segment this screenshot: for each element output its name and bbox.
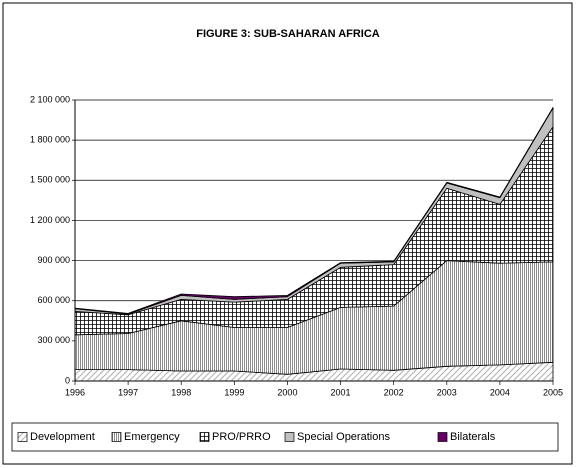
y-tick-label: 900 000	[37, 255, 70, 265]
legend-swatch	[437, 432, 448, 442]
x-tick-label: 1996	[65, 387, 85, 397]
y-tick-label: 0	[65, 375, 70, 385]
y-tick-label: 2 100 000	[30, 94, 70, 104]
x-tick-label: 2000	[277, 387, 297, 397]
legend-label: Special Operations	[297, 431, 390, 443]
y-tick-label: 1 800 000	[30, 135, 70, 145]
y-tick-label: 600 000	[37, 295, 70, 305]
x-tick-label: 2001	[331, 387, 351, 397]
legend-swatch	[284, 432, 295, 442]
y-tick-label: 300 000	[37, 335, 70, 345]
legend-label: PRO/PRRO	[212, 431, 271, 443]
x-tick-label: 1999	[224, 387, 244, 397]
x-tick-label: 2005	[543, 387, 563, 397]
legend-label: Bilaterals	[450, 431, 496, 443]
y-tick-label: 1 500 000	[30, 175, 70, 185]
y-tick-label: 1 200 000	[30, 215, 70, 225]
legend-label: Emergency	[124, 431, 180, 443]
x-tick-label: 1997	[118, 387, 138, 397]
area	[74, 107, 554, 315]
x-tick-label: 2004	[490, 387, 510, 397]
x-tick-label: 2003	[437, 387, 457, 397]
chart-title: FIGURE 3: SUB-SAHARAN AFRICA	[196, 28, 380, 40]
x-tick-label: 2002	[384, 387, 404, 397]
legend-swatch	[17, 432, 28, 442]
legend-swatch	[199, 432, 210, 442]
x-tick-label: 1998	[171, 387, 191, 397]
legend-swatch	[111, 432, 122, 442]
legend-label: Development	[30, 431, 95, 443]
